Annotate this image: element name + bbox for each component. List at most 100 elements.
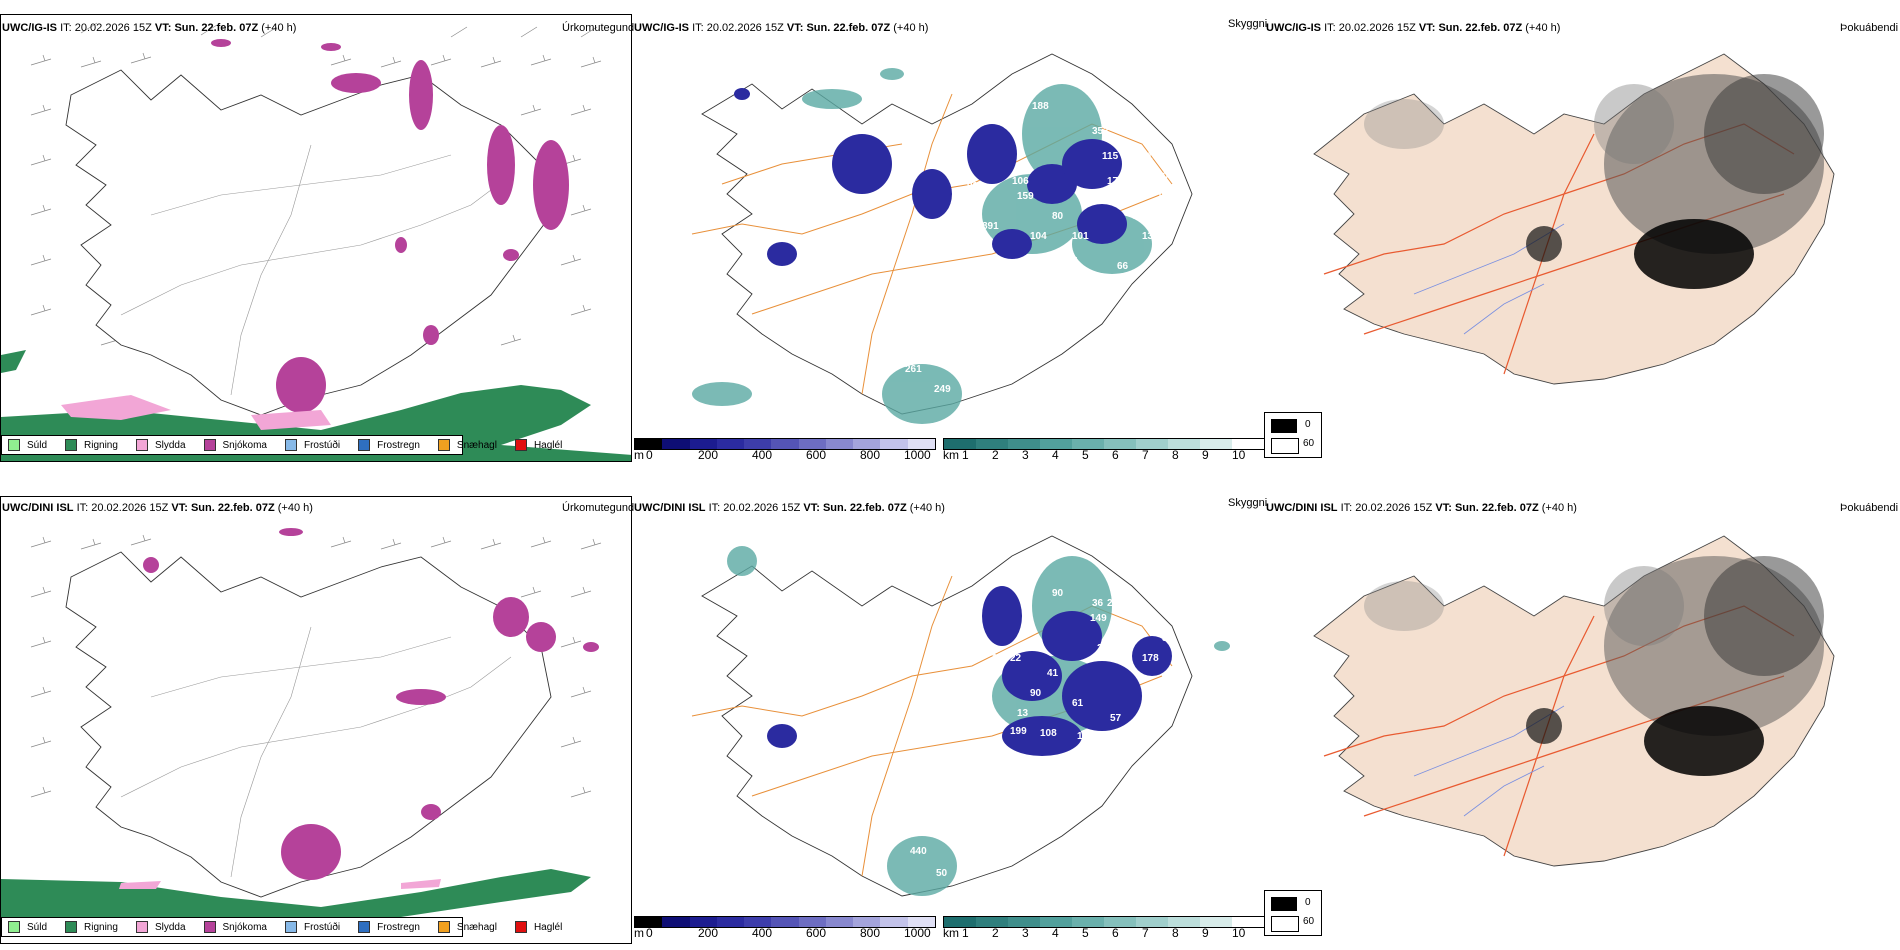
vis-value: 440	[910, 846, 927, 857]
vis-value: 149	[1090, 613, 1107, 624]
fog-legend-bottom: 0 60	[1264, 890, 1322, 936]
vis-value: 178	[1142, 653, 1159, 664]
vis-value: 62	[1142, 618, 1154, 629]
fog-shading	[1364, 556, 1824, 776]
precip-type-map-bottom	[1, 528, 602, 929]
fog-legend-value: 0	[1305, 419, 1311, 430]
vis-value: 80	[1052, 211, 1064, 222]
vis-value: 112	[1077, 731, 1094, 742]
visibility-unit: m	[634, 448, 644, 462]
visibility-tick: 400	[752, 448, 773, 462]
panel-header: UWC/IG-IS IT: 20.02.2026 15Z VT: Sun. 22…	[1266, 22, 1561, 34]
fog-legend-value: 60	[1303, 438, 1315, 449]
vis-value: 97	[1132, 211, 1144, 222]
vis-value: 79	[1120, 728, 1132, 739]
panel-header: UWC/IG-IS IT: 20.02.2026 15Z VT: Sun. 22…	[2, 22, 297, 34]
vis-value: 353	[1092, 126, 1109, 137]
vis-value: 891	[982, 221, 999, 232]
vis-value: 122	[1022, 760, 1039, 771]
legend-item-slydda: Slydda	[135, 439, 186, 451]
rain-areas	[1, 869, 591, 929]
vis-value: 126	[992, 653, 1009, 664]
vis-value: 115	[1102, 151, 1119, 162]
vis-value: 108	[1040, 728, 1057, 739]
vis-value: 66	[1117, 261, 1129, 272]
ceiling-tick: 4	[1052, 448, 1059, 462]
vis-value: 106	[1012, 176, 1029, 187]
visibility-areas	[734, 88, 1127, 266]
vis-value: 94	[944, 723, 956, 734]
vis-value: 178	[1107, 176, 1124, 187]
legend-item-rigning: Rigning	[65, 439, 118, 451]
vis-value: 261	[905, 364, 922, 375]
snow-areas	[143, 528, 599, 880]
ceiling-tick: 6	[1112, 448, 1119, 462]
ceiling-colorbar	[943, 438, 1265, 450]
legend-item-frostudi: Frostúði	[284, 921, 340, 933]
visibility-map-top: 188 353 115 52 114 109 106 125 159 91 80…	[691, 53, 1193, 424]
vis-value: 104	[1030, 231, 1047, 242]
ceiling-tick: 5	[1082, 448, 1089, 462]
ceiling-unit: km	[943, 926, 959, 940]
visibility-tick: 400	[752, 926, 773, 940]
panel-header: UWC/DINI ISL IT: 20.02.2026 15Z VT: Sun.…	[2, 502, 313, 514]
panel-title: Þokuábendi	[1840, 22, 1899, 34]
roads	[120, 626, 512, 878]
legend-item-snjokoma: Snjókoma	[203, 439, 267, 451]
ceiling-tick: 5	[1082, 926, 1089, 940]
vis-value: 100	[944, 246, 961, 257]
vis-value: 163	[1057, 808, 1074, 819]
vis-value: 199	[1010, 726, 1027, 737]
ceiling-tick: 4	[1052, 926, 1059, 940]
wind-barbs	[30, 22, 602, 346]
legend-item-rigning: Rigning	[65, 921, 118, 933]
panel-header: UWC/DINI ISL IT: 20.02.2026 15Z VT: Sun.…	[634, 502, 945, 514]
ceiling-tick: 10	[1232, 448, 1246, 462]
vis-value: 200	[1097, 643, 1114, 654]
legend-item-snaehagl: Snæhagl	[437, 921, 497, 933]
ceiling-tick: 6	[1112, 926, 1119, 940]
legend-item-frostudi: Frostúði	[284, 439, 340, 451]
panel-title: Þokuábendi	[1840, 502, 1899, 514]
vis-value: 52	[1122, 161, 1134, 172]
ceiling-tick: 9	[1202, 926, 1209, 940]
vis-value: 11	[1094, 276, 1105, 287]
precip-legend-top: Súld Rigning Slydda Snjókoma Frostúði Fr…	[1, 435, 562, 455]
vis-value: 22	[1010, 653, 1022, 664]
ceiling-tick: 2	[992, 926, 999, 940]
legend-item-frostregn: Frostregn	[358, 921, 420, 933]
visibility-panel-top: 188 353 115 52 114 109 106 125 159 91 80…	[632, 14, 1264, 462]
legend-item-snjokoma: Snjókoma	[203, 921, 267, 933]
ceiling-tick: 1	[962, 926, 969, 940]
visibility-tick: 800	[860, 926, 881, 940]
fog-panel-bottom	[1264, 496, 1900, 896]
visibility-tick: 1000	[904, 926, 931, 940]
panel-header: UWC/IG-IS IT: 20.02.2026 15Z VT: Sun. 22…	[634, 22, 929, 34]
precip-legend-bottom: Súld Rigning Slydda Snjókoma Frostúði Fr…	[1, 917, 562, 937]
precip-type-panel-top: Súld Rigning Slydda Snjókoma Frostúði Fr…	[0, 14, 632, 462]
roads	[120, 144, 512, 396]
vis-value: 36	[1092, 598, 1104, 609]
vis-value: 90	[1030, 688, 1042, 699]
panel-header: UWC/DINI ISL IT: 20.02.2026 15Z VT: Sun.…	[1266, 502, 1577, 514]
ceiling-tick: 10	[1232, 926, 1246, 940]
visibility-values: 90 36 227 149 62 200 178 126 22 41 90 61…	[910, 588, 1174, 879]
visibility-tick: 0	[646, 448, 653, 462]
visibility-tick: 800	[860, 448, 881, 462]
vis-value: 41	[1047, 668, 1059, 679]
fog-map-bottom	[1313, 535, 1835, 867]
vis-value: 50	[936, 868, 948, 879]
legend-item-slydda: Slydda	[135, 921, 186, 933]
panel-title: Skyggni	[1228, 18, 1268, 30]
legend-item-sud: Súld	[8, 439, 47, 451]
ceiling-unit: km	[943, 448, 959, 462]
vis-value: 57	[1110, 713, 1122, 724]
vis-value: 33	[1162, 633, 1174, 644]
panel-title: Úrkomutegund	[562, 22, 635, 34]
vis-value: 13	[1142, 231, 1154, 242]
vis-value: 227	[1107, 598, 1124, 609]
vis-value: 271	[1062, 256, 1079, 267]
vis-value: 114	[1142, 151, 1159, 162]
visibility-colorbar	[634, 916, 936, 928]
visibility-tick: 200	[698, 448, 719, 462]
